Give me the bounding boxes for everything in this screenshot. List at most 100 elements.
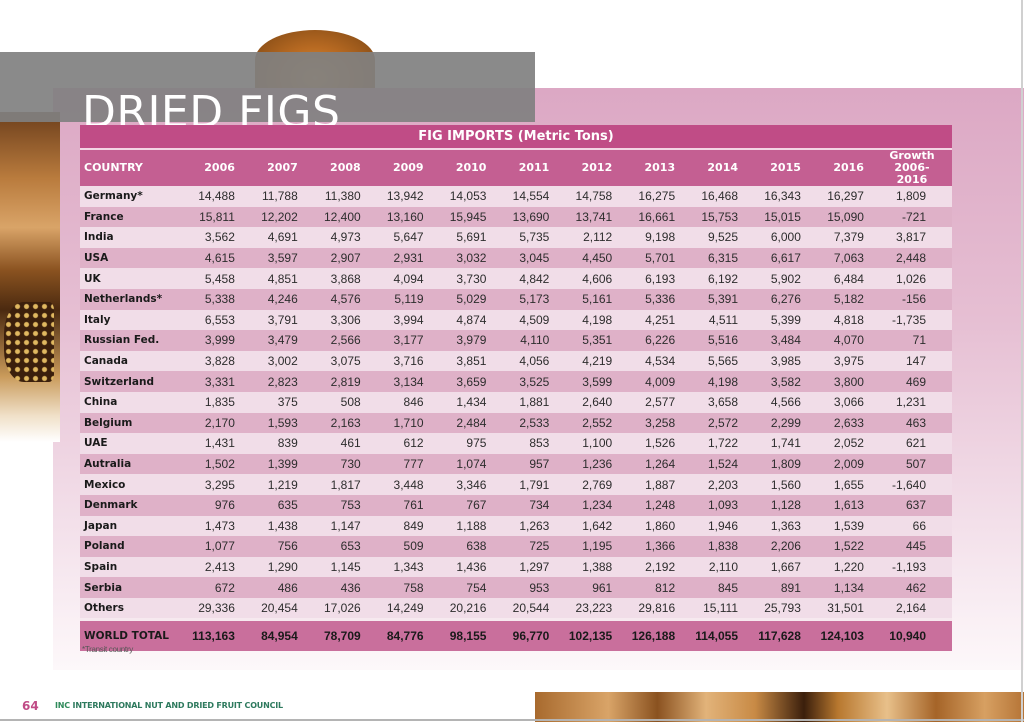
value-cell: 31,501 (808, 597, 872, 620)
value-cell: 1,366 (620, 536, 684, 557)
table-row: Autralia 1,502 1,399 730 777 1,074 957 1,236 1,2… (80, 453, 952, 475)
value-cell: 2,009 (808, 453, 872, 475)
value-cell: 4,842 (494, 268, 558, 289)
value-cell: 846 (368, 391, 432, 413)
value-cell: 3,730 (431, 268, 495, 289)
total-value-cell: 124,103 (808, 618, 872, 652)
value-cell: 436 (305, 577, 369, 598)
fig-imports-table: FIG IMPORTS (Metric Tons) COUNTRY 2006 200… (80, 125, 952, 652)
value-cell: 6,192 (683, 268, 747, 289)
value-cell: 3,985 (746, 350, 809, 372)
value-cell: 5,182 (808, 288, 872, 310)
value-cell: 5,647 (368, 227, 432, 248)
value-cell: 3,525 (494, 371, 558, 392)
value-cell: 1,881 (494, 391, 558, 413)
value-cell: 1,473 (180, 515, 243, 537)
value-cell: 1,134 (808, 577, 872, 598)
value-cell: 5,173 (494, 288, 558, 310)
value-cell: 734 (494, 494, 558, 516)
value-cell: 1,363 (746, 515, 809, 537)
country-cell: Others (80, 597, 180, 620)
value-cell: 1,388 (557, 556, 621, 578)
value-cell: 5,516 (683, 330, 747, 351)
value-cell: 11,788 (242, 186, 306, 207)
column-header-year: 2016 (808, 149, 872, 186)
value-cell: 1,655 (808, 474, 872, 495)
table-row: France 15,811 12,202 12,400 13,160 15,945 13,6… (80, 206, 952, 228)
column-header-growth: Growth 2006-2016 (871, 149, 952, 186)
table-body: Germany* 14,488 11,788 11,380 13,942 14,053 14… (80, 186, 952, 620)
value-cell: 5,029 (431, 288, 495, 310)
growth-cell: 71 (871, 330, 952, 351)
value-cell: 4,070 (808, 330, 872, 351)
value-cell: 4,818 (808, 309, 872, 331)
value-cell: 1,236 (557, 453, 621, 475)
value-cell: 13,690 (494, 206, 558, 228)
value-cell: 2,931 (368, 247, 432, 269)
value-cell: 635 (242, 494, 306, 516)
value-cell: 6,484 (808, 268, 872, 289)
value-cell: 1,502 (180, 453, 243, 475)
fig-seeds-decoration (4, 302, 54, 382)
growth-cell: 507 (871, 453, 952, 475)
value-cell: 1,838 (683, 536, 747, 557)
value-cell: 29,816 (620, 597, 684, 620)
total-value-cell: 117,628 (746, 618, 809, 652)
table-row: China 1,835 375 508 846 1,434 1,881 2,640 2,577 3… (80, 391, 952, 413)
value-cell: 3,484 (746, 330, 809, 351)
table-row: Others 29,336 20,454 17,026 14,249 20,216 20,5… (80, 597, 952, 620)
footer-brand: INC (55, 701, 70, 710)
value-cell: 753 (305, 494, 369, 516)
value-cell: 5,458 (180, 268, 243, 289)
value-cell: 1,791 (494, 474, 558, 495)
value-cell: 13,942 (368, 186, 432, 207)
value-cell: 5,691 (431, 227, 495, 248)
total-value-cell: 126,188 (620, 618, 684, 652)
growth-cell: -1,193 (871, 556, 952, 578)
fig-imports-table-container: FIG IMPORTS (Metric Tons) COUNTRY 2006 200… (80, 125, 952, 652)
value-cell: 2,566 (305, 330, 369, 351)
value-cell: 375 (242, 391, 306, 413)
value-cell: 891 (746, 577, 809, 598)
value-cell: 1,436 (431, 556, 495, 578)
value-cell: 16,468 (683, 186, 747, 207)
country-cell: Belgium (80, 412, 180, 434)
value-cell: 13,160 (368, 206, 432, 228)
country-cell: Autralia (80, 453, 180, 475)
value-cell: 672 (180, 577, 243, 598)
growth-cell: 463 (871, 412, 952, 434)
footer-organization: INC INTERNATIONAL NUT AND DRIED FRUIT CO… (55, 701, 283, 710)
dried-fig-photo-left (0, 112, 60, 442)
value-cell: 5,565 (683, 350, 747, 372)
table-row: USA 4,615 3,597 2,907 2,931 3,032 3,045 4,450 5,… (80, 247, 952, 269)
value-cell: 1,526 (620, 433, 684, 454)
value-cell: 1,145 (305, 556, 369, 578)
column-header-year: 2015 (746, 149, 809, 186)
value-cell: 3,045 (494, 247, 558, 269)
column-header-year: 2007 (242, 149, 306, 186)
value-cell: 3,582 (746, 371, 809, 392)
value-cell: 839 (242, 433, 306, 454)
total-value-cell: 78,709 (305, 618, 369, 652)
table-header-row: COUNTRY 2006 2007 2008 2009 2010 2011 2012 2013 2… (80, 149, 952, 186)
value-cell: 3,562 (180, 227, 243, 248)
value-cell: 14,758 (557, 186, 621, 207)
value-cell: 6,617 (746, 247, 809, 269)
value-cell: 17,026 (305, 597, 369, 620)
country-cell: Japan (80, 515, 180, 537)
value-cell: 2,203 (683, 474, 747, 495)
value-cell: 812 (620, 577, 684, 598)
value-cell: 2,170 (180, 412, 243, 434)
value-cell: 1,524 (683, 453, 747, 475)
value-cell: 23,223 (557, 597, 621, 620)
value-cell: 6,193 (620, 268, 684, 289)
value-cell: 3,658 (683, 391, 747, 413)
country-cell: Poland (80, 536, 180, 557)
value-cell: 16,661 (620, 206, 684, 228)
value-cell: 1,434 (431, 391, 495, 413)
growth-cell: 1,231 (871, 391, 952, 413)
country-cell: Canada (80, 350, 180, 372)
world-total-row: WORLD TOTAL 113,163 84,954 78,709 84,776 98,1… (80, 618, 952, 652)
value-cell: 508 (305, 391, 369, 413)
value-cell: 1,074 (431, 453, 495, 475)
